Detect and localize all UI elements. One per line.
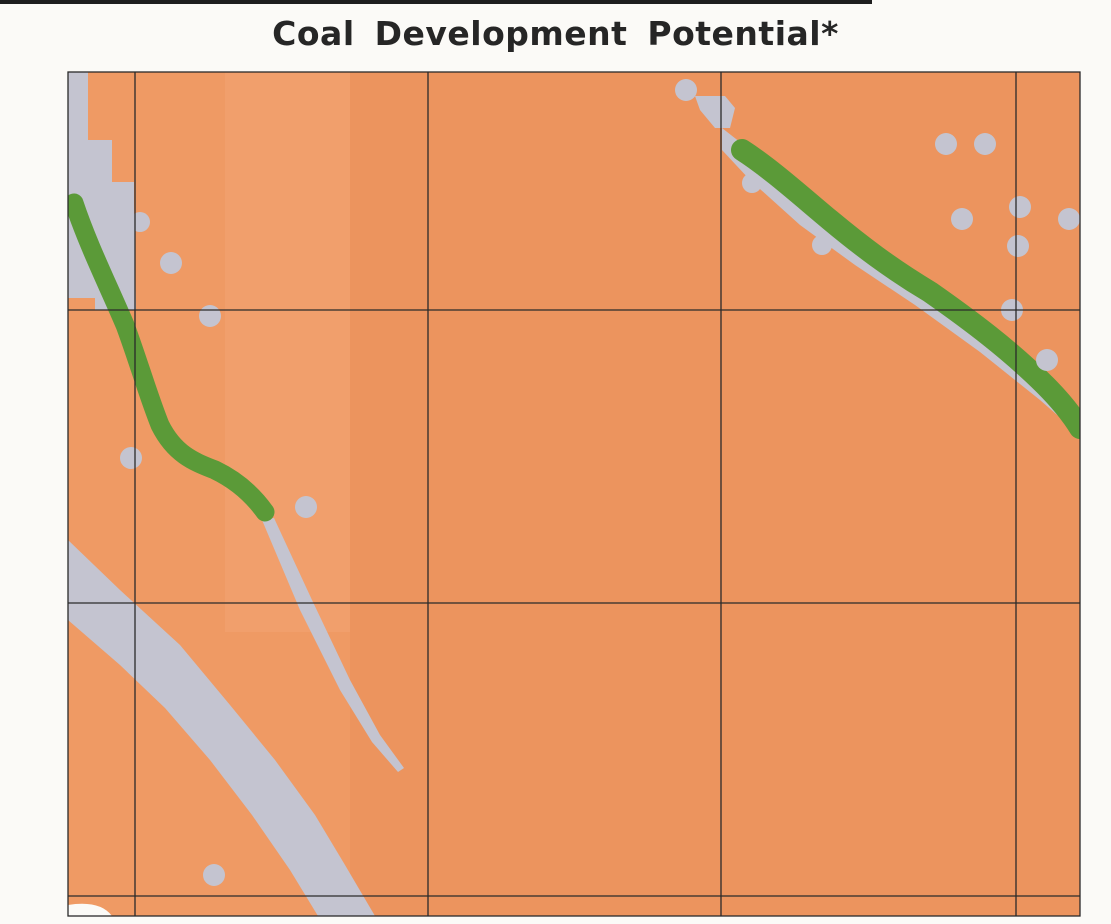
gray-dot-icon	[935, 133, 957, 155]
gray-dot-icon	[1058, 208, 1080, 230]
gray-dot-icon	[742, 173, 762, 193]
lighter-strip	[225, 72, 350, 632]
map-grid	[67, 71, 1081, 917]
darker-band	[350, 72, 1080, 916]
map-frame	[67, 71, 1081, 917]
gray-connector-right	[695, 96, 735, 128]
white-corner	[68, 903, 112, 916]
gray-dot-icon	[951, 208, 973, 230]
gray-tail-left	[262, 518, 404, 772]
gray-dot-icon	[1036, 349, 1058, 371]
green-coal-outcrop-right	[731, 139, 1080, 439]
gray-dot-icon	[295, 496, 317, 518]
gray-dot-icon	[199, 305, 221, 327]
gray-dot-icon	[1007, 235, 1029, 257]
page-title: Coal Development Potential*	[272, 14, 839, 53]
gray-dot-icon	[203, 864, 225, 886]
top-rule	[0, 0, 872, 4]
gray-dot-icon	[160, 252, 182, 274]
gray-dot-icon	[974, 133, 996, 155]
gray-dot-icon	[120, 447, 142, 469]
gray-dot-icon	[675, 79, 697, 101]
gray-dot-icon	[1009, 196, 1031, 218]
gray-band-lower-left	[68, 540, 375, 916]
gray-dot-icon	[130, 212, 150, 232]
gray-dot-icon	[812, 235, 832, 255]
green-coal-outcrop-left	[68, 193, 275, 522]
